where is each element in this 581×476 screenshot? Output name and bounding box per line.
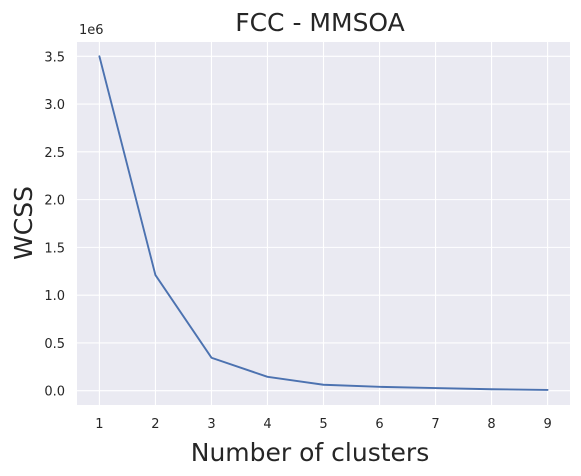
y-tick-label: 3.0: [44, 98, 65, 113]
x-tick-label: 3: [207, 417, 215, 432]
x-tick-label: 5: [319, 417, 327, 432]
data-point: [266, 375, 269, 378]
tick-labels: 1 2 3 4 5 6 7 8 9 0.0 0.5 1.0 1.5 2.0 2.5 3.0 3.5: [44, 50, 551, 432]
y-tick-label: 3.5: [44, 50, 65, 65]
y-axis-label: WCSS: [9, 186, 38, 260]
y-tick-label: 2.0: [44, 194, 65, 209]
x-tick-label: 8: [487, 417, 495, 432]
series-line: [98, 55, 549, 391]
data-point: [490, 388, 493, 391]
data-point: [322, 383, 325, 386]
data-point: [210, 356, 213, 359]
y-axis-offset-label: 1e6: [79, 23, 104, 38]
data-point: [546, 388, 549, 391]
data-point: [98, 55, 101, 58]
x-tick-label: 7: [431, 417, 439, 432]
x-tick-label: 4: [263, 417, 271, 432]
data-point: [434, 387, 437, 390]
data-point: [378, 385, 381, 388]
x-tick-label: 1: [95, 417, 103, 432]
grid: [77, 42, 570, 405]
x-tick-label: 2: [151, 417, 159, 432]
x-axis-label: Number of clusters: [191, 438, 429, 467]
y-tick-label: 1.5: [44, 241, 65, 256]
series-layer: [98, 55, 549, 391]
x-tick-label: 6: [375, 417, 383, 432]
y-tick-label: 0.0: [44, 385, 65, 400]
y-tick-label: 0.5: [44, 337, 65, 352]
data-point: [154, 274, 157, 277]
x-tick-label: 9: [543, 417, 551, 432]
y-tick-label: 2.5: [44, 146, 65, 161]
chart-title: FCC - MMSOA: [235, 8, 405, 37]
y-tick-label: 1.0: [44, 289, 65, 304]
